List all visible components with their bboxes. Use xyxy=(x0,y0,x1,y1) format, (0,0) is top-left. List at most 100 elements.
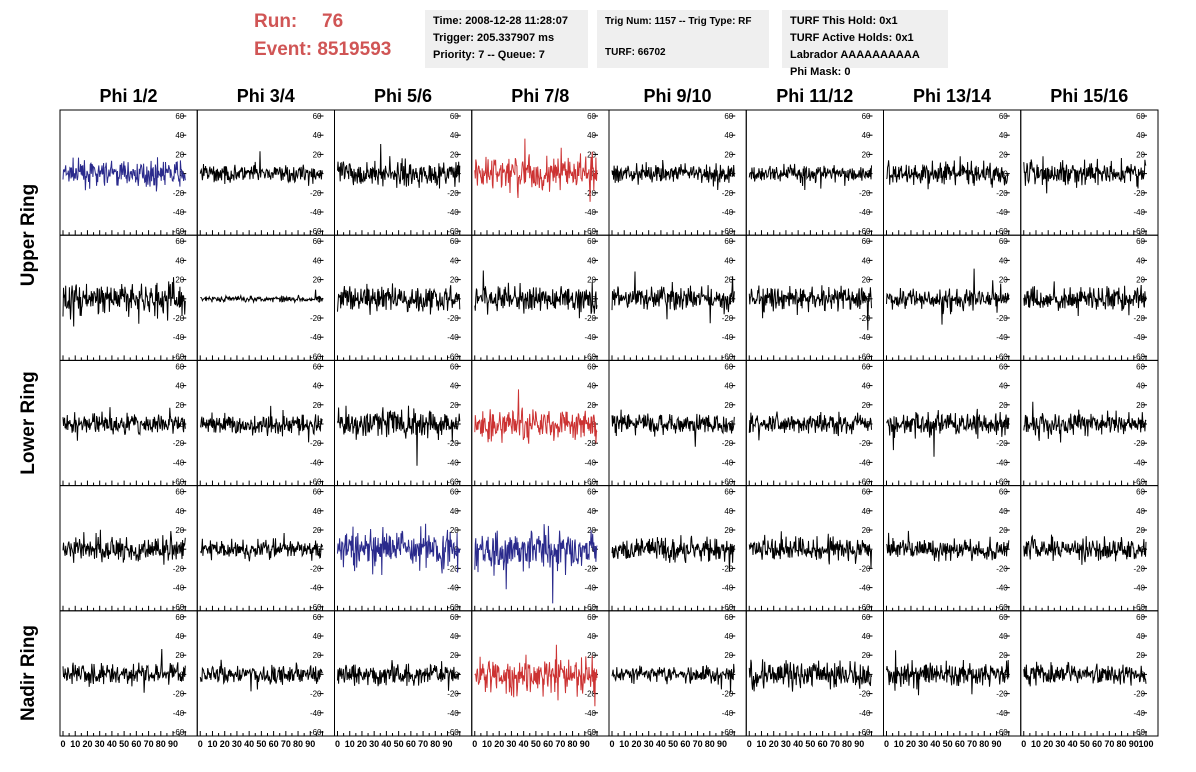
x-tick-label: 40 xyxy=(244,739,254,749)
y-tick-label: -60 xyxy=(447,603,459,612)
y-tick-label: 60 xyxy=(313,613,322,622)
y-tick-label: -40 xyxy=(173,208,185,217)
y-tick-label: -40 xyxy=(447,208,459,217)
waveform-trace xyxy=(199,151,323,186)
y-tick-label: 60 xyxy=(999,112,1008,121)
y-tick-label: 60 xyxy=(175,237,184,246)
x-tick-label: 50 xyxy=(943,739,953,749)
y-tick-label: 40 xyxy=(724,382,733,391)
y-tick-label: -40 xyxy=(584,709,596,718)
time-info-box: Time: 2008-12-28 11:28:07 Trigger: 205.3… xyxy=(425,10,588,68)
y-tick-label: 20 xyxy=(999,526,1008,535)
y-tick-label: 40 xyxy=(175,256,184,265)
y-tick-label: 60 xyxy=(313,112,322,121)
y-tick-label: 0 xyxy=(592,295,597,304)
y-tick-label: -40 xyxy=(584,584,596,593)
x-tick-label: 20 xyxy=(82,739,92,749)
x-tick-label: 30 xyxy=(506,739,516,749)
y-tick-label: -20 xyxy=(173,690,185,699)
y-tick-label: -20 xyxy=(996,690,1008,699)
y-tick-label: 20 xyxy=(724,150,733,159)
y-tick-label: 20 xyxy=(175,401,184,410)
y-tick-label: -60 xyxy=(310,227,322,236)
x-tick-label: 50 xyxy=(256,739,266,749)
y-tick-label: 60 xyxy=(724,613,733,622)
y-tick-label: -20 xyxy=(859,314,871,323)
phi-header: Phi 7/8 xyxy=(511,86,570,106)
x-tick-label: 10 xyxy=(70,739,80,749)
y-tick-label: -40 xyxy=(996,333,1008,342)
y-tick-label: 60 xyxy=(313,237,322,246)
panel-frame xyxy=(1020,610,1159,737)
y-tick-label: 0 xyxy=(1003,170,1008,179)
y-tick-label: 20 xyxy=(862,150,871,159)
y-tick-label: -40 xyxy=(996,208,1008,217)
y-tick-label: 20 xyxy=(724,276,733,285)
x-tick-label: 70 xyxy=(693,739,703,749)
y-tick-label: 40 xyxy=(175,632,184,641)
y-tick-label: -60 xyxy=(173,478,185,487)
priority-line: Priority: 7 -- Queue: 7 xyxy=(433,49,545,61)
y-tick-label: -20 xyxy=(1133,690,1145,699)
y-tick-label: -20 xyxy=(722,564,734,573)
x-tick-label: 30 xyxy=(781,739,791,749)
x-tick-label: 40 xyxy=(656,739,666,749)
waveform-trace xyxy=(611,535,735,572)
x-tick-label: 20 xyxy=(769,739,779,749)
y-tick-label: 20 xyxy=(1136,401,1145,410)
y-tick-label: -40 xyxy=(1133,584,1145,593)
waveform-trace xyxy=(62,648,186,693)
y-tick-label: 0 xyxy=(1141,295,1146,304)
y-tick-label: 40 xyxy=(862,131,871,140)
x-tick-label: 50 xyxy=(1080,739,1090,749)
y-tick-label: -40 xyxy=(584,458,596,467)
y-tick-label: -20 xyxy=(447,439,459,448)
y-tick-label: -60 xyxy=(722,352,734,361)
x-tick-label: 10 xyxy=(756,739,766,749)
run-event-title: Run: 76 Event: 8519593 xyxy=(254,8,391,64)
y-tick-label: -20 xyxy=(1133,564,1145,573)
labrador-line: Labrador AAAAAAAAAA xyxy=(790,49,920,61)
y-tick-label: -40 xyxy=(584,208,596,217)
waveform-trace xyxy=(62,407,186,441)
y-tick-label: -40 xyxy=(859,208,871,217)
y-tick-label: 60 xyxy=(313,362,322,371)
y-tick-label: -60 xyxy=(584,728,596,737)
x-tick-label: 90 xyxy=(443,739,453,749)
y-tick-label: 20 xyxy=(450,150,459,159)
x-tick-label: 50 xyxy=(805,739,815,749)
waveform-trace xyxy=(337,283,461,315)
y-tick-label: 40 xyxy=(862,507,871,516)
y-tick-label: 40 xyxy=(175,382,184,391)
y-tick-label: 0 xyxy=(729,420,734,429)
x-tick-label: 70 xyxy=(830,739,840,749)
y-tick-label: 40 xyxy=(999,632,1008,641)
y-tick-label: -60 xyxy=(173,603,185,612)
x-tick-label: 0 xyxy=(1021,739,1026,749)
y-tick-label: -40 xyxy=(1133,458,1145,467)
y-tick-label: -20 xyxy=(996,564,1008,573)
waveform-trace xyxy=(199,405,323,443)
phi-header: Phi 13/14 xyxy=(912,86,992,106)
y-tick-label: 20 xyxy=(313,651,322,660)
y-tick-label: 20 xyxy=(1136,651,1145,660)
y-tick-label: -20 xyxy=(310,690,322,699)
y-tick-label: -20 xyxy=(173,564,185,573)
x-tick-label: 60 xyxy=(269,739,279,749)
y-tick-label: -20 xyxy=(584,690,596,699)
y-tick-label: 60 xyxy=(450,362,459,371)
y-tick-label: -20 xyxy=(859,564,871,573)
y-tick-label: 40 xyxy=(999,256,1008,265)
x-tick-label: 0 xyxy=(198,739,203,749)
y-tick-label: -40 xyxy=(447,584,459,593)
event-value: 8519593 xyxy=(317,39,392,60)
x-tick-label: 0 xyxy=(884,739,889,749)
